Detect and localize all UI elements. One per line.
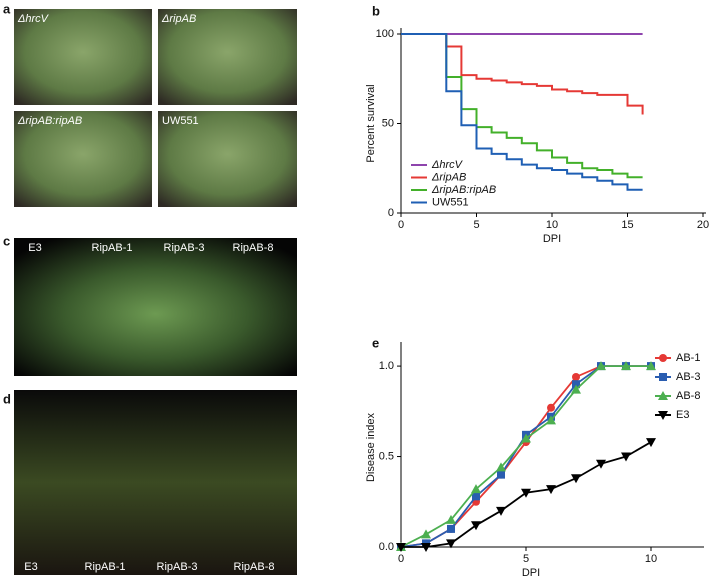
marker [446,514,456,524]
photo-label: RipAB-3 [164,242,205,254]
marker [596,361,606,371]
y-axis-label: Percent survival [365,84,377,162]
marker [572,372,580,381]
y-axis-label: Disease index [365,412,377,482]
photo [14,9,152,105]
marker [497,470,505,479]
marker [546,415,556,425]
x-tick-label: 15 [621,219,633,231]
legend-label: AB-3 [676,371,700,383]
photo-label: ΔripAB:ripAB [17,115,82,127]
photo [158,111,297,207]
legend-label: AB-1 [676,352,700,364]
legend-label: E3 [676,409,689,421]
photo-label: RipAB-8 [234,561,275,573]
marker [621,452,631,462]
marker [446,539,456,549]
x-tick-label: 10 [645,553,657,565]
x-tick-label: 10 [546,219,558,231]
photo-label: RipAB-1 [85,561,126,573]
marker [571,474,581,484]
series-line [401,33,643,179]
marker [546,485,556,495]
legend-label: AB-8 [676,390,700,402]
x-tick-label: 5 [523,553,529,565]
y-tick-label: 0 [388,207,394,219]
series-line [400,365,651,548]
marker [547,403,555,412]
x-tick-label: 0 [398,219,404,231]
y-tick-label: 0.0 [379,541,394,553]
series-line [400,365,651,548]
marker [658,411,668,420]
marker [496,462,506,472]
series-line [401,33,644,115]
photo-label: RipAB-1 [92,242,133,254]
marker [472,492,480,501]
marker [447,524,455,533]
photo [14,390,297,575]
marker [659,354,667,362]
photo-label: RipAB-8 [233,242,274,254]
photo-label: UW551 [162,115,199,127]
marker [596,459,606,469]
photo-label: E3 [28,242,41,254]
panel-label: b [372,3,380,18]
y-tick-label: 1.0 [379,360,394,372]
marker [646,438,656,448]
y-tick-label: 100 [376,28,394,40]
photo-label: RipAB-3 [157,561,198,573]
marker [521,433,531,443]
marker [521,488,531,498]
panel-label: a [3,1,11,16]
photo-label: E3 [24,561,37,573]
photo [14,238,297,376]
photo-label: ΔripAB [161,13,196,25]
marker [621,361,631,371]
marker [471,521,481,531]
x-tick-label: 0 [398,553,404,565]
marker [421,529,431,539]
marker [646,361,656,371]
marker [396,543,406,552]
series-line [401,33,643,191]
marker [658,391,668,400]
marker [471,484,481,494]
marker [659,373,667,381]
x-tick-label: 20 [697,219,709,231]
marker [421,543,431,552]
legend-label: ΔripAB [431,171,466,183]
marker [571,384,581,394]
panel-label: d [3,391,11,406]
photo-label: ΔhrcV [17,13,50,25]
x-axis-label: DPI [543,233,561,245]
legend-label: ΔhrcV [431,159,464,171]
marker [572,380,580,389]
panel-label: e [372,335,379,350]
series-line [400,365,651,548]
y-tick-label: 0.5 [379,450,394,462]
x-axis-label: DPI [522,567,540,578]
legend-label: ΔripAB:ripAB [431,184,496,196]
y-tick-label: 50 [382,117,394,129]
photo [158,9,297,105]
marker [496,506,506,516]
x-tick-label: 5 [473,219,479,231]
legend-label: UW551 [432,196,469,208]
panel-label: c [3,233,10,248]
photo [14,111,152,207]
